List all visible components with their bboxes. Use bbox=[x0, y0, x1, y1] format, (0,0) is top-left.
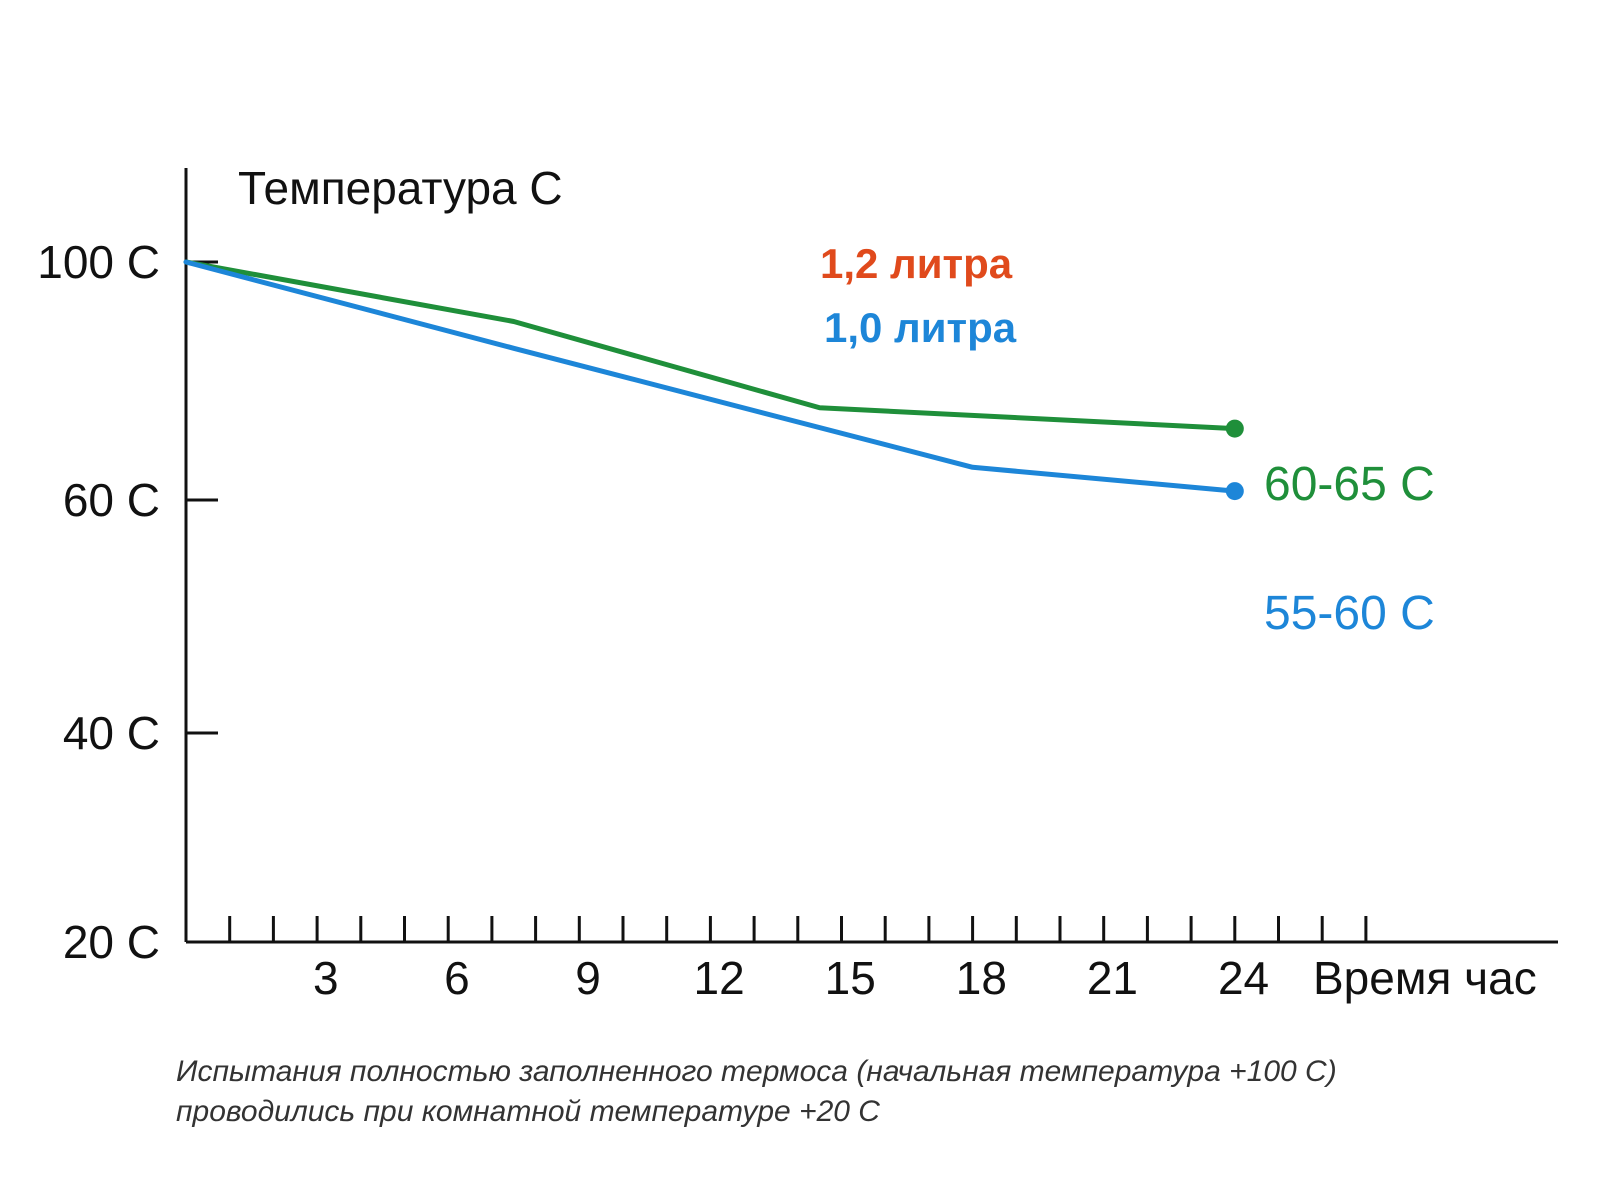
end-label-1: 60-65 С bbox=[1264, 458, 1435, 511]
y-tick-label-100: 100 С bbox=[37, 236, 160, 288]
x-tick-label-3: 3 bbox=[313, 952, 339, 1004]
series-end-point-2 bbox=[1225, 482, 1244, 501]
x-tick-label-24: 24 bbox=[1218, 952, 1269, 1004]
y-axis-title: Температура С bbox=[238, 162, 563, 214]
y-tick-label-40: 40 С bbox=[63, 707, 160, 759]
x-tick-label-15: 15 bbox=[825, 952, 876, 1004]
legend-item-1: 1,2 литра bbox=[820, 240, 1013, 287]
x-tick-label-6: 6 bbox=[444, 952, 470, 1004]
note-line-2: проводились при комнатной температуре +2… bbox=[176, 1095, 880, 1128]
y-tick-label-20: 20 С bbox=[63, 916, 160, 968]
y-tick-label-60: 60 С bbox=[63, 474, 160, 526]
note-line-1: Испытания полностью заполненного термоса… bbox=[176, 1055, 1337, 1088]
end-label-2: 55-60 С bbox=[1264, 587, 1435, 640]
chart-note: Испытания полностью заполненного термоса… bbox=[176, 1052, 1576, 1132]
legend-item-2: 1,0 литра bbox=[824, 304, 1017, 351]
x-axis-title: Время час bbox=[1313, 952, 1537, 1004]
series-line-2 bbox=[183, 259, 1238, 494]
series-line-1 bbox=[183, 259, 1238, 432]
series-end-point-1 bbox=[1225, 419, 1244, 438]
x-tick-label-12: 12 bbox=[694, 952, 745, 1004]
x-tick-label-21: 21 bbox=[1087, 952, 1138, 1004]
x-tick-label-18: 18 bbox=[956, 952, 1007, 1004]
x-tick-label-9: 9 bbox=[575, 952, 601, 1004]
